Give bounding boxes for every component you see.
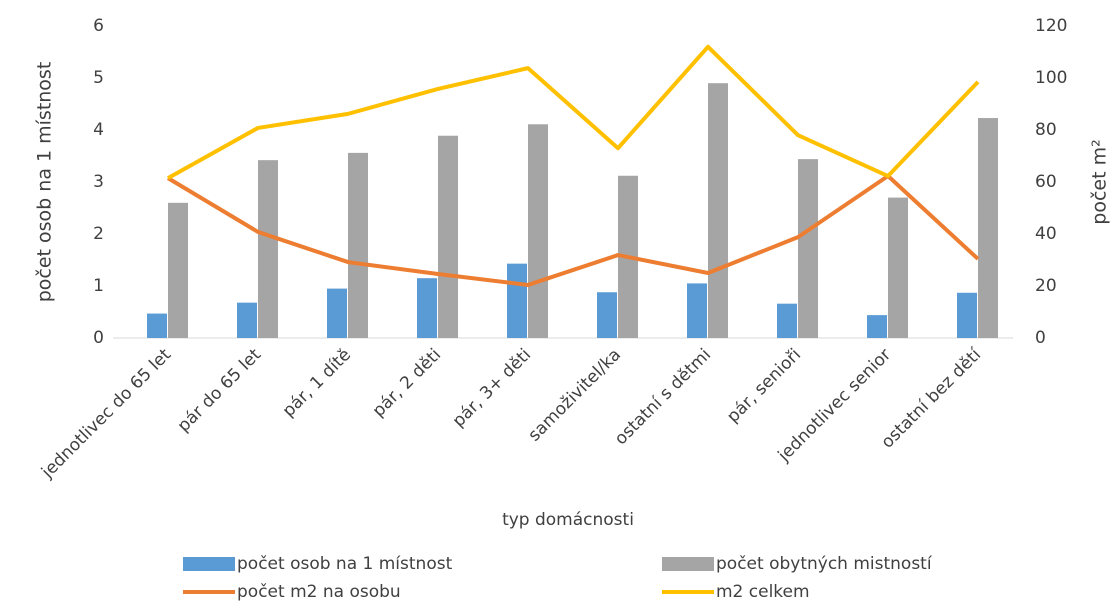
bar [348,152,368,338]
y-axis-title: počet osob na 1 místnost [34,62,56,303]
bar [867,315,887,338]
x-tick-label: jednotlivec do 65 let [37,345,175,483]
x-axis-title: typ domácnosti [502,510,634,530]
y-tick-label: 4 [93,120,104,140]
legend-label: počet obytných mistností [716,554,933,574]
y2-tick-label: 20 [1035,276,1057,296]
line-series [166,174,980,287]
x-tick-label: pár, senioři [723,345,805,427]
y2-axis-title: počet m² [1089,139,1111,224]
bar [597,292,617,338]
x-tick-label: samoživitel/ka [525,345,626,446]
line-series [167,44,980,180]
bar [237,302,257,338]
bar [798,159,818,338]
y-tick-label: 5 [93,68,104,88]
y-tick-label: 2 [93,224,104,244]
legend-swatch [183,557,235,571]
y-tick-label: 6 [93,16,104,36]
y2-tick-label: 60 [1035,172,1057,192]
bar [708,83,728,338]
legend-label: m2 celkem [716,582,810,602]
x-tick-label: ostatní s dětmi [611,345,715,449]
bar [327,288,347,338]
y-tick-label: 0 [93,328,104,348]
bar [417,278,437,338]
x-tick-label: pár, 2 děti [369,345,445,421]
legend-swatch [662,557,714,571]
bar [777,303,797,338]
bar [438,135,458,338]
x-tick-label: pár, 3+ děti [449,345,535,431]
bar [957,292,977,338]
bar [687,283,707,338]
y2-tick-label: 100 [1035,68,1067,88]
y2-tick-label: 120 [1035,16,1067,36]
y2-tick-label: 80 [1035,120,1057,140]
y2-tick-label: 40 [1035,224,1057,244]
bar [507,263,527,338]
bar [258,160,278,338]
bar [888,197,908,338]
y-tick-label: 3 [93,172,104,192]
legend-label: počet m2 na osobu [237,582,401,602]
x-tick-label: pár do 65 let [174,345,266,437]
bar [168,202,188,338]
y-tick-label: 1 [93,276,104,296]
y2-tick-label: 0 [1035,328,1046,348]
bar [528,124,548,338]
x-tick-label: pár, 1 dítě [279,345,355,421]
bar [978,118,998,338]
bar [147,313,167,338]
legend-label: počet osob na 1 místnost [237,554,453,574]
